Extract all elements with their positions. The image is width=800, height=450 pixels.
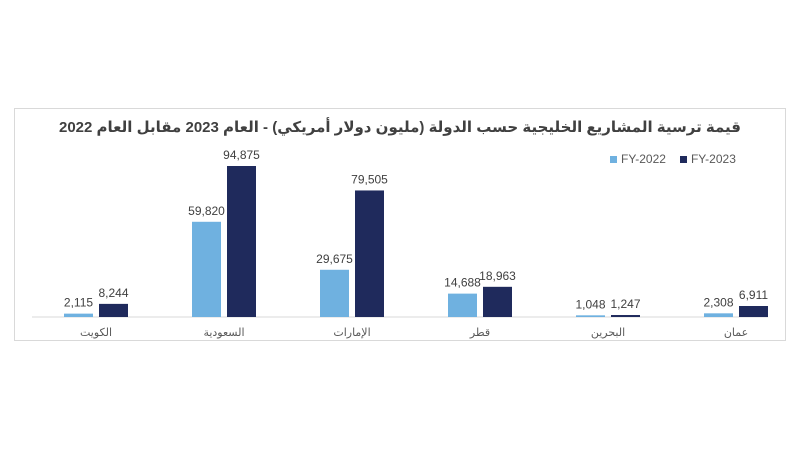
bar-fy-2022-0 xyxy=(64,313,93,317)
x-tick-label-0: الكويت xyxy=(80,326,112,339)
data-label-fy-2022-2: 29,675 xyxy=(316,252,353,266)
data-label-fy-2023-2: 79,505 xyxy=(351,172,388,186)
data-label-fy-2023-3: 18,963 xyxy=(479,269,516,283)
bar-fy-2022-2 xyxy=(320,269,349,317)
data-label-fy-2022-5: 2,308 xyxy=(703,295,733,309)
bar-fy-2023-1 xyxy=(227,166,256,317)
legend-label-fy2022: FY-2022 xyxy=(621,152,666,166)
bar-fy-2023-5 xyxy=(739,306,768,317)
bar-fy-2022-4 xyxy=(576,315,605,317)
bar-fy-2022-3 xyxy=(448,293,477,317)
chart-legend: FY-2022 FY-2023 xyxy=(610,152,736,166)
data-label-fy-2022-3: 14,688 xyxy=(444,276,481,290)
x-tick-label-4: البحرين xyxy=(591,326,625,339)
chart-frame xyxy=(14,108,786,341)
data-label-fy-2022-1: 59,820 xyxy=(188,204,225,218)
legend-label-fy2023: FY-2023 xyxy=(690,152,736,166)
bar-fy-2023-4 xyxy=(611,315,640,317)
chart-title: قيمة ترسية المشاريع الخليجية حسب الدولة … xyxy=(59,119,741,136)
legend-item-fy2022: FY-2022 xyxy=(610,152,666,166)
x-tick-label-2: الإمارات xyxy=(333,326,370,339)
bar-fy-2022-1 xyxy=(192,221,221,317)
bar-fy-2023-0 xyxy=(99,303,128,317)
data-label-fy-2023-1: 94,875 xyxy=(223,148,260,162)
legend-swatch-fy2022 xyxy=(610,155,617,163)
bar-fy-2023-3 xyxy=(483,286,512,317)
x-tick-label-3: قطر xyxy=(469,326,490,339)
data-label-fy-2023-0: 8,244 xyxy=(98,286,128,300)
data-label-fy-2023-4: 1,247 xyxy=(610,297,640,311)
x-tick-label-1: السعودية xyxy=(203,326,244,339)
data-label-fy-2022-4: 1,048 xyxy=(575,297,605,311)
legend-swatch-fy2023 xyxy=(679,155,687,163)
data-label-fy-2023-5: 6,911 xyxy=(739,288,768,302)
bar-fy-2023-2 xyxy=(355,190,384,317)
data-label-fy-2022-0: 2,115 xyxy=(64,296,93,310)
x-tick-label-5: عمان xyxy=(724,326,748,339)
bar-fy-2022-5 xyxy=(704,313,733,317)
legend-item-fy2023: FY-2023 xyxy=(679,152,736,166)
